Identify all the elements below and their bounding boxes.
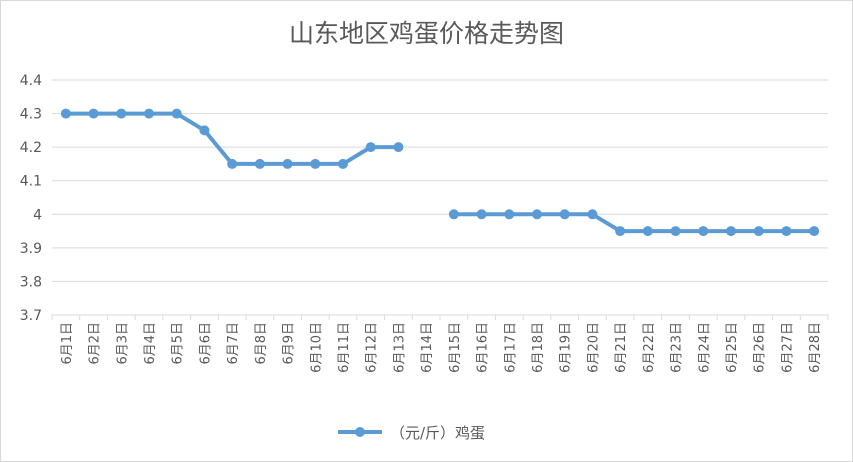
x-tick-label: 6月28日	[808, 322, 823, 373]
x-tick-label: 6月2日	[88, 322, 103, 365]
y-tick-label: 4.1	[20, 174, 42, 190]
x-tick-label: 6月5日	[171, 322, 186, 365]
y-tick-label: 3.8	[20, 274, 42, 290]
data-point	[753, 226, 764, 237]
data-point	[116, 108, 127, 119]
x-tick-label: 6月3日	[115, 322, 130, 365]
data-point	[254, 158, 265, 169]
plot-area	[60, 108, 820, 237]
y-tick-label: 4.4	[20, 73, 42, 89]
data-point	[448, 209, 459, 220]
x-tick-label: 6月26日	[753, 322, 768, 373]
x-tick-label: 6月8日	[254, 322, 269, 365]
data-point	[227, 158, 238, 169]
data-point	[88, 108, 99, 119]
data-point	[365, 142, 376, 153]
x-tick-label: 6月20日	[586, 322, 601, 373]
x-axis: 6月1日 6月2日 6月3日 6月4日 6月5日 6月6日 6月7日 6月8日 6月9日 6月10…	[51, 315, 829, 373]
y-tick-label: 4.2	[20, 140, 42, 156]
y-tick-label: 3.7	[20, 308, 42, 324]
legend-label: （元/斤）鸡蛋	[390, 424, 485, 442]
data-point	[615, 226, 626, 237]
x-tick-label: 6月22日	[642, 322, 657, 373]
x-tick-label: 6月14日	[420, 322, 435, 373]
x-tick-label: 6月25日	[725, 322, 740, 373]
x-tick-label: 6月13日	[392, 322, 407, 373]
chart-title: 山东地区鸡蛋价格走势图	[288, 19, 564, 48]
data-point	[171, 108, 182, 119]
data-point	[310, 158, 321, 169]
y-tick-label: 4.3	[20, 107, 42, 123]
legend: （元/斤）鸡蛋	[338, 424, 485, 442]
x-tick-label: 6月10日	[309, 322, 324, 373]
data-point	[393, 142, 404, 153]
y-tick-label: 4	[33, 207, 42, 223]
x-tick-label: 6月11日	[337, 322, 352, 373]
x-tick-label: 6月4日	[143, 322, 158, 365]
x-tick-label: 6月24日	[697, 322, 712, 373]
x-tick-label: 6月9日	[282, 322, 297, 365]
data-point	[670, 226, 681, 237]
x-tick-label: 6月7日	[226, 322, 241, 365]
data-point	[698, 226, 709, 237]
legend-marker	[355, 427, 365, 437]
data-point	[476, 209, 487, 220]
data-point	[282, 158, 293, 169]
data-point	[338, 158, 348, 169]
data-point	[504, 209, 515, 220]
data-point	[559, 209, 570, 220]
data-point	[781, 226, 792, 237]
data-point	[587, 209, 598, 220]
data-point	[60, 108, 71, 119]
x-tick-label: 6月23日	[670, 322, 685, 373]
x-tick-label: 6月1日	[60, 322, 75, 365]
data-point	[532, 209, 542, 220]
x-tick-label: 6月16日	[476, 322, 491, 373]
data-point	[199, 125, 210, 136]
x-tick-label: 6月27日	[780, 322, 795, 373]
y-axis: 3.7 3.8 3.9 4 4.1 4.2 4.3 4.4	[20, 73, 42, 324]
data-point	[642, 226, 653, 237]
x-tick-label: 6月12日	[365, 322, 380, 373]
series-line	[63, 111, 401, 166]
x-tick-label: 6月17日	[503, 322, 518, 373]
x-tick-label: 6月19日	[559, 322, 574, 373]
x-tick-label: 6月6日	[198, 322, 213, 365]
data-point	[726, 226, 736, 237]
y-tick-label: 3.9	[20, 241, 42, 257]
data-point	[809, 226, 820, 237]
x-tick-label: 6月15日	[448, 322, 463, 373]
x-tick-label: 6月21日	[614, 322, 629, 373]
x-tick-label: 6月18日	[531, 322, 546, 373]
data-point	[144, 108, 154, 119]
